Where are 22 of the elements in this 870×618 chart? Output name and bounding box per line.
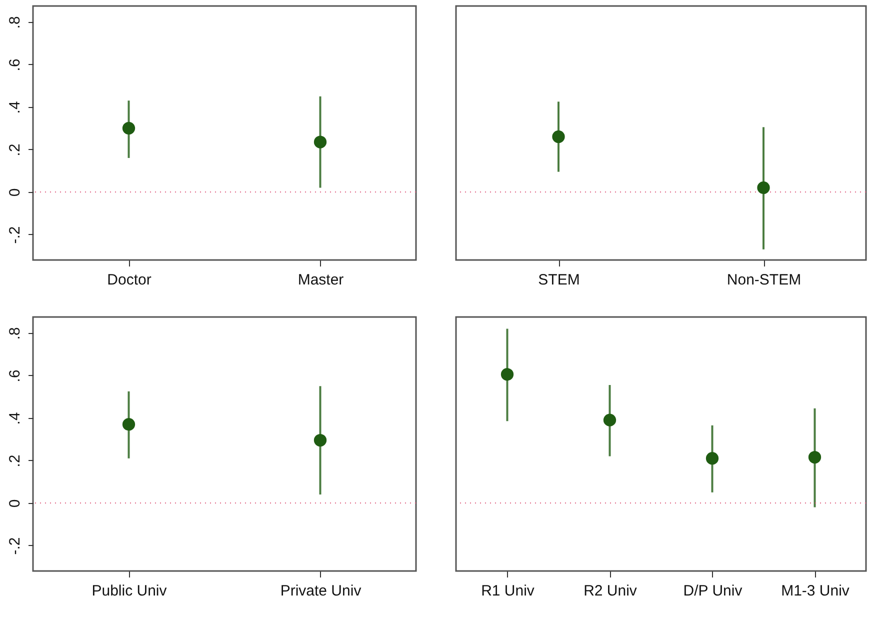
x-tick-label: M1-3 Univ (781, 582, 850, 600)
y-tick-label: -.2 (6, 537, 24, 555)
x-tick-label: R1 Univ (481, 582, 535, 600)
y-tick-label: .6 (6, 370, 24, 382)
x-tick-label: Non-STEM (726, 272, 802, 288)
y-tick-label: .2 (6, 144, 24, 156)
y-tick-label: 0 (6, 188, 24, 197)
x-tick-label: D/P Univ (683, 582, 743, 600)
y-tick-label: 0 (6, 499, 24, 508)
y-tick-label: .8 (6, 327, 24, 340)
x-tick-label: Master (298, 272, 344, 288)
y-tick-label: .6 (6, 58, 24, 72)
y-tick-label: .4 (6, 412, 24, 425)
x-tick-label: Public Univ (92, 582, 168, 600)
x-tick-label: Private Univ (280, 582, 362, 600)
y-tick-label: .8 (6, 16, 24, 29)
y-tick-label: .2 (6, 454, 24, 468)
y-tick-label: -.2 (6, 226, 24, 244)
y-tick-label: .4 (6, 101, 24, 114)
x-tick-label: STEM (538, 272, 580, 288)
x-tick-label: R2 Univ (584, 582, 638, 600)
x-tick-label: Doctor (107, 272, 152, 288)
